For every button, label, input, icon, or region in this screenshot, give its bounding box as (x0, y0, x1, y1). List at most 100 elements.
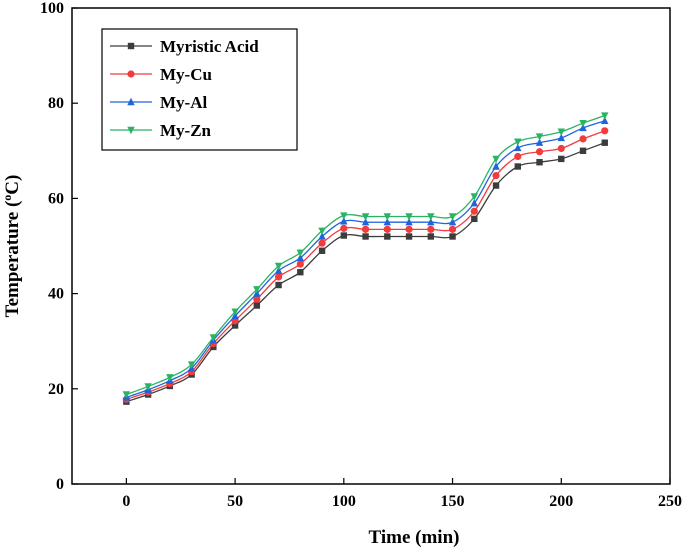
data-point (361, 225, 370, 233)
axis-ticks: 0 50 100 150 200 250 0 20 40 60 80 100 (40, 0, 682, 510)
data-point (340, 217, 348, 225)
data-point (383, 218, 392, 226)
data-point (535, 138, 544, 146)
data-point (405, 213, 413, 221)
y-tick-label: 100 (40, 0, 64, 17)
legend-marker (127, 70, 135, 78)
x-axis-title: Time (min) (369, 527, 460, 548)
data-point (449, 233, 456, 240)
data-point (557, 144, 565, 153)
data-point (492, 182, 500, 189)
x-tick-label: 100 (332, 493, 356, 510)
y-axis-title-superscript: o (0, 195, 14, 201)
data-point (362, 233, 369, 240)
legend-marker (127, 97, 135, 106)
data-point (579, 123, 587, 132)
data-point (427, 225, 435, 233)
series-2 (122, 127, 609, 403)
series-1 (123, 139, 608, 405)
data-point (514, 152, 522, 161)
series-line (126, 142, 605, 403)
data-point (274, 273, 283, 281)
data-point (514, 143, 522, 152)
y-tick-label: 0 (56, 476, 64, 493)
data-point (601, 139, 608, 146)
data-point (340, 224, 348, 232)
data-point (296, 253, 305, 262)
data-point (274, 262, 283, 271)
data-point (427, 233, 434, 240)
legend-label: My-Cu (160, 65, 212, 84)
y-tick-label: 80 (48, 95, 64, 112)
data-point (274, 266, 283, 274)
data-point (557, 133, 565, 142)
data-point (557, 128, 565, 136)
y-axis-title: Temperature (oC) (0, 175, 23, 318)
legend-label: My-Al (160, 93, 207, 112)
x-tick-label: 0 (122, 493, 130, 510)
data-point (340, 232, 348, 239)
data-point (231, 322, 239, 329)
data-point (492, 155, 500, 164)
data-point (318, 247, 326, 254)
series-layer (122, 112, 609, 405)
x-tick-label: 150 (441, 493, 465, 510)
data-point (601, 116, 609, 125)
data-point (579, 135, 587, 143)
data-point (296, 249, 305, 257)
data-point (448, 213, 457, 221)
data-point (514, 138, 522, 146)
data-point (448, 225, 457, 233)
data-point (383, 225, 391, 233)
data-point (383, 213, 392, 221)
legend: Myristic Acid My-Cu My-Al My-Zn (101, 28, 298, 151)
series-line (126, 114, 605, 396)
data-point (253, 286, 261, 294)
data-point (340, 212, 348, 220)
data-point (231, 308, 239, 316)
series-line (126, 120, 605, 398)
data-point (427, 213, 435, 221)
data-point (427, 218, 435, 226)
legend-marker (127, 42, 135, 50)
data-point (492, 162, 500, 170)
series-4 (122, 112, 609, 399)
data-point (470, 207, 478, 215)
plot-area-frame (71, 7, 671, 485)
data-point (297, 268, 304, 276)
data-point (536, 159, 543, 166)
data-point (209, 334, 218, 342)
data-point (492, 171, 500, 180)
data-point (405, 225, 413, 233)
series-line (126, 130, 605, 400)
data-point (361, 218, 370, 226)
data-point (448, 218, 457, 226)
data-point (405, 233, 413, 240)
data-point (296, 260, 304, 268)
data-point (361, 213, 370, 221)
x-tick-label: 200 (549, 493, 573, 510)
legend-marker (127, 126, 135, 135)
data-point (579, 119, 587, 128)
data-point (166, 374, 174, 382)
data-point (318, 227, 326, 235)
data-point (122, 391, 131, 399)
data-point (535, 133, 544, 141)
data-point (384, 233, 391, 240)
y-tick-label: 60 (48, 190, 64, 207)
data-point (514, 163, 521, 170)
data-point (253, 295, 261, 303)
data-point (579, 147, 587, 154)
data-point (470, 198, 478, 207)
data-point (187, 361, 196, 369)
data-point (601, 127, 609, 135)
data-point (470, 193, 478, 201)
data-point (535, 148, 544, 156)
x-tick-label: 50 (227, 493, 243, 510)
data-point (558, 155, 565, 163)
legend-label: My-Zn (160, 121, 212, 140)
x-tick-label: 250 (658, 493, 682, 510)
legend-label: Myristic Acid (160, 37, 259, 56)
data-point (318, 232, 326, 240)
